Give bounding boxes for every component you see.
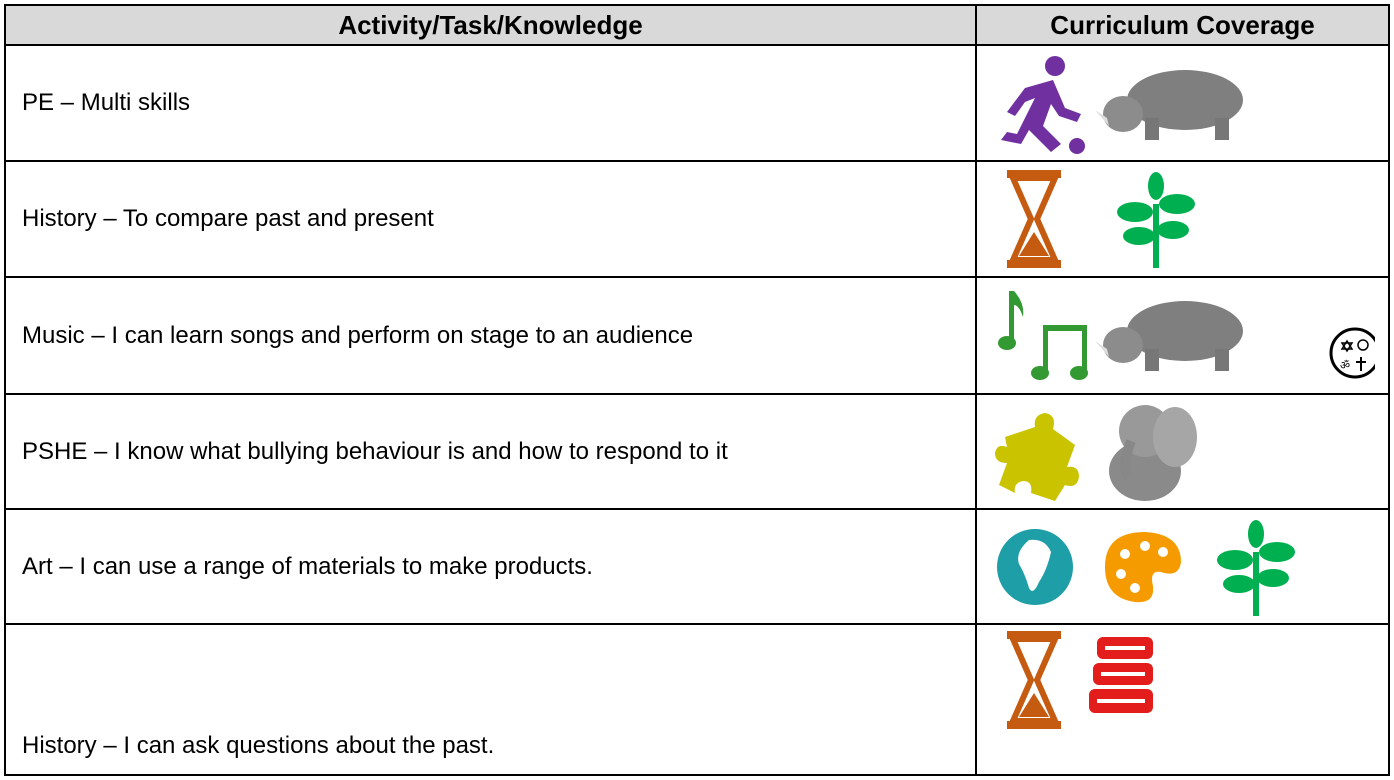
books-icon xyxy=(1089,637,1153,713)
religion-glyph: ॐ xyxy=(1340,359,1350,372)
activity-cell: PE – Multi skills xyxy=(4,44,977,162)
curriculum-table: Activity/Task/Knowledge Curriculum Cover… xyxy=(4,4,1390,776)
icon-group: ॐ xyxy=(998,290,1375,380)
icons-cell xyxy=(975,160,1390,278)
rhino-icon xyxy=(1095,300,1243,371)
rhino-icon xyxy=(1095,70,1243,140)
table-row: History – To compare past and present xyxy=(4,160,1390,278)
pe-icon xyxy=(1001,56,1085,154)
activity-cell: History – To compare past and present xyxy=(4,160,977,278)
header-row: Activity/Task/Knowledge Curriculum Cover… xyxy=(4,4,1390,46)
table-row: PE – Multi skills xyxy=(4,44,1390,162)
header-cell: Activity/Task/Knowledge xyxy=(4,4,977,46)
hourglass-icon xyxy=(1007,631,1061,729)
music-icon xyxy=(998,290,1088,380)
plant-icon xyxy=(1117,172,1195,268)
puzzle-icon xyxy=(995,412,1079,501)
plant-icon xyxy=(1217,519,1295,616)
religion-icon: ॐ xyxy=(1329,327,1375,378)
palette-icon xyxy=(1105,531,1181,602)
header-cell: Curriculum Coverage xyxy=(975,4,1390,46)
globe-icon xyxy=(997,528,1073,605)
icon-group xyxy=(1007,631,1153,729)
activity-cell: Music – I can learn songs and perform on… xyxy=(4,276,977,395)
activity-cell: History – I can ask questions about the … xyxy=(4,623,977,776)
icons-cell xyxy=(975,508,1390,625)
icons-cell xyxy=(975,623,1390,776)
icon-group xyxy=(997,519,1295,616)
icons-cell: ॐ xyxy=(975,276,1390,395)
table-row: History – I can ask questions about the … xyxy=(4,623,1390,776)
icon-group xyxy=(1001,56,1243,154)
elephant-icon xyxy=(1109,404,1197,501)
icons-cell xyxy=(975,393,1390,510)
icons-cell xyxy=(975,44,1390,162)
hourglass-icon xyxy=(1007,170,1061,268)
table-row: Art – I can use a range of materials to … xyxy=(4,508,1390,625)
table-row: PSHE – I know what bullying behaviour is… xyxy=(4,393,1390,510)
table-row: Music – I can learn songs and perform on… xyxy=(4,276,1390,395)
activity-cell: Art – I can use a range of materials to … xyxy=(4,508,977,625)
icon-group xyxy=(995,404,1197,501)
activity-cell: PSHE – I know what bullying behaviour is… xyxy=(4,393,977,510)
icon-group xyxy=(1007,170,1195,268)
